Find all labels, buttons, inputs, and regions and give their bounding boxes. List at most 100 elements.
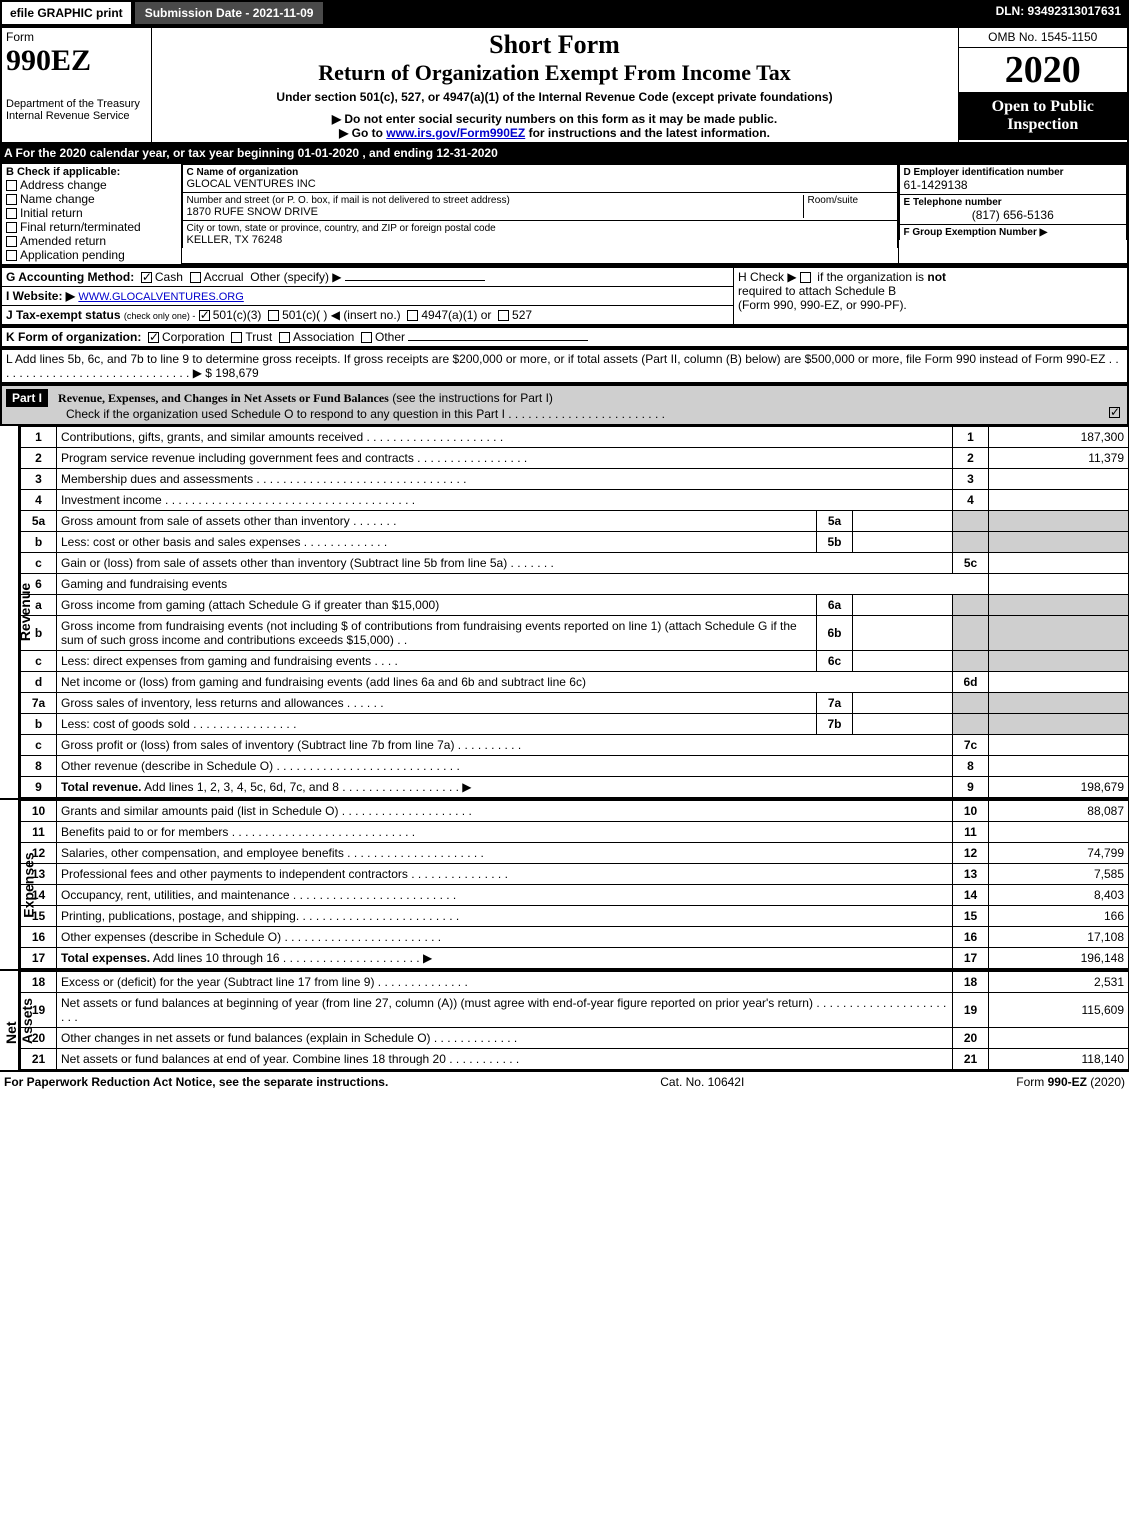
right-line-number: 17 [953,948,989,969]
chk-schedule-o[interactable] [1109,407,1120,418]
open-to-public: Open to Public Inspection [959,92,1128,140]
table-row: 15Printing, publications, postage, and s… [21,906,1129,927]
line-g-label: G Accounting Method: [6,270,134,284]
right-line-number: 8 [953,756,989,777]
line-number: c [21,735,57,756]
netassets-section: Net Assets 18Excess or (deficit) for the… [0,969,1129,1070]
chk-association[interactable] [279,332,290,343]
line-number: 1 [21,427,57,448]
line-desc: Grants and similar amounts paid (list in… [57,801,953,822]
amount-cell [989,1028,1129,1049]
amount-cell: 17,108 [989,927,1129,948]
table-row: dNet income or (loss) from gaming and fu… [21,672,1129,693]
topbar-spacer [325,0,987,26]
chk-527[interactable] [498,310,509,321]
mid-line-number: 7a [817,693,853,714]
opt-association: Association [293,330,354,344]
chk-address-change[interactable]: Address change [6,178,177,192]
expenses-table: 10Grants and similar amounts paid (list … [20,800,1129,969]
expenses-side-label: Expenses [0,800,20,969]
grey-cell [953,714,989,735]
mid-amount [853,616,953,651]
mid-line-number: 5a [817,511,853,532]
right-line-number: 1 [953,427,989,448]
grey-amount-cell [989,511,1129,532]
table-row: 17Total expenses. Add lines 10 through 1… [21,948,1129,969]
grey-cell [953,511,989,532]
line-number: 10 [21,801,57,822]
netassets-table: 18Excess or (deficit) for the year (Subt… [20,971,1129,1070]
chk-name-change[interactable]: Name change [6,192,177,206]
box-d-label: D Employer identification number [904,167,1064,178]
table-row: 16Other expenses (describe in Schedule O… [21,927,1129,948]
footer-mid: Cat. No. 10642I [660,1075,744,1089]
chk-corporation[interactable] [148,332,159,343]
table-row: 7aGross sales of inventory, less returns… [21,693,1129,714]
chk-application-pending[interactable]: Application pending [6,248,177,262]
other-org-input[interactable] [408,340,588,341]
short-form-title: Short Form [156,30,954,60]
irs-link[interactable]: www.irs.gov/Form990EZ [386,126,525,140]
chk-final-return[interactable]: Final return/terminated [6,220,177,234]
line-desc: Membership dues and assessments . . . . … [57,469,953,490]
form-word: Form [6,30,147,44]
line-number: 4 [21,490,57,511]
line-desc: Gross income from fundraising events (no… [57,616,817,651]
chk-schedule-b[interactable] [800,272,811,283]
chk-4947[interactable] [407,310,418,321]
line-j-label: J Tax-exempt status [6,308,121,322]
ein-value: 61-1429138 [904,178,1123,192]
chk-501c3[interactable] [199,310,210,321]
mid-amount [853,511,953,532]
line-desc: Occupancy, rent, utilities, and maintena… [57,885,953,906]
chk-accrual[interactable] [190,272,201,283]
revenue-section: Revenue 1Contributions, gifts, grants, a… [0,426,1129,798]
other-specify-input[interactable] [345,280,485,281]
chk-amended-return[interactable]: Amended return [6,234,177,248]
box-e-label: E Telephone number [904,197,1002,208]
opt-corporation: Corporation [162,330,225,344]
grey-cell [953,651,989,672]
footer: For Paperwork Reduction Act Notice, see … [0,1070,1129,1092]
warn2-pre: ▶ Go to [339,126,386,140]
line-number: 16 [21,927,57,948]
line-number: 9 [21,777,57,798]
amount-cell: 166 [989,906,1129,927]
right-line-number: 12 [953,843,989,864]
box-f-label: F Group Exemption Number ▶ [904,227,1123,238]
grey-cell [953,532,989,553]
chk-initial-return[interactable]: Initial return [6,206,177,220]
website-link[interactable]: WWW.GLOCALVENTURES.ORG [78,291,243,303]
addr-label: Number and street (or P. O. box, if mail… [187,195,803,206]
amount-cell: 118,140 [989,1049,1129,1070]
amount-cell [989,822,1129,843]
mid-line-number: 7b [817,714,853,735]
chk-trust[interactable] [231,332,242,343]
right-line-number: 19 [953,993,989,1028]
line-desc: Gaming and fundraising events [57,574,989,595]
amount-cell [989,553,1129,574]
line-desc: Professional fees and other payments to … [57,864,953,885]
box-b-label: B Check if applicable: [6,166,177,178]
table-row: cLess: direct expenses from gaming and f… [21,651,1129,672]
revenue-rotate: Revenue [17,583,33,641]
chk-other-org[interactable] [361,332,372,343]
grey-amount-cell [989,532,1129,553]
footer-left: For Paperwork Reduction Act Notice, see … [4,1075,388,1089]
room-suite-label: Room/suite [803,195,893,218]
chk-501c[interactable] [268,310,279,321]
right-line-number: 13 [953,864,989,885]
line-number: d [21,672,57,693]
line-l-text: L Add lines 5b, 6c, and 7b to line 9 to … [6,352,1119,380]
right-line-number: 9 [953,777,989,798]
gh-block: G Accounting Method: Cash Accrual Other … [0,266,1129,326]
table-row: bGross income from fundraising events (n… [21,616,1129,651]
amount-cell: 11,379 [989,448,1129,469]
form-number: 990EZ [6,44,147,78]
right-line-number: 16 [953,927,989,948]
chk-cash[interactable] [141,272,152,283]
table-row: 21Net assets or fund balances at end of … [21,1049,1129,1070]
accrual-label: Accrual [204,270,244,284]
table-row: 3Membership dues and assessments . . . .… [21,469,1129,490]
table-row: 8Other revenue (describe in Schedule O) … [21,756,1129,777]
